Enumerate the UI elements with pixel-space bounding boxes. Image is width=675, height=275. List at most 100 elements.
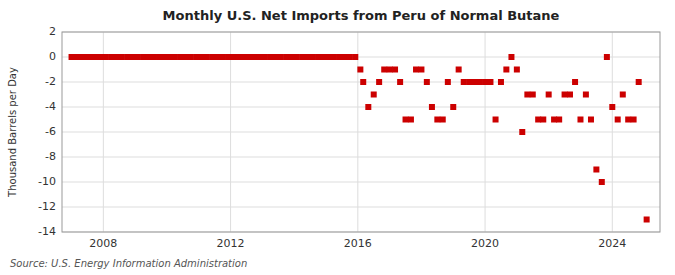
point (69, 54, 75, 60)
point (508, 54, 514, 60)
point (572, 79, 578, 85)
point (540, 117, 546, 123)
point (397, 79, 403, 85)
point (413, 67, 419, 73)
point (636, 79, 642, 85)
point (103, 54, 109, 60)
point (503, 67, 509, 73)
x-tick-label: 2024 (598, 237, 626, 250)
point (477, 79, 483, 85)
chart: 20-2-4-6-8-10-12-1420082012201620202024T… (0, 0, 675, 275)
point (135, 54, 141, 60)
point (381, 67, 387, 73)
point (278, 54, 284, 60)
point (108, 54, 114, 60)
y-tick-label: -4 (45, 100, 56, 113)
point (204, 54, 210, 60)
x-tick-label: 2020 (471, 237, 499, 250)
point (283, 54, 289, 60)
y-grid-line (62, 107, 660, 108)
point (418, 67, 424, 73)
x-grid-line (103, 32, 104, 232)
point (493, 117, 499, 123)
point (466, 79, 472, 85)
y-axis-label: Thousand Barrels per Day (7, 67, 18, 198)
point (445, 79, 451, 85)
point (588, 117, 594, 123)
y-grid-line (62, 207, 660, 208)
point (498, 79, 504, 85)
point (556, 117, 562, 123)
point (371, 92, 377, 98)
point (408, 117, 414, 123)
point (246, 54, 252, 60)
source-note: Source: U.S. Energy Information Administ… (10, 258, 247, 269)
point (310, 54, 316, 60)
point (360, 79, 366, 85)
x-grid-line (612, 32, 613, 232)
y-tick-label: 2 (49, 25, 56, 38)
point (514, 67, 520, 73)
point (198, 54, 204, 60)
point (341, 54, 347, 60)
y-tick-label: -14 (38, 225, 56, 238)
y-tick-label: 0 (49, 50, 56, 63)
point (262, 54, 268, 60)
point (583, 92, 589, 98)
plot-frame (62, 32, 660, 232)
point (530, 92, 536, 98)
point (365, 104, 371, 110)
point (230, 54, 236, 60)
point (519, 129, 525, 135)
point (450, 104, 456, 110)
point (294, 54, 300, 60)
point (167, 54, 173, 60)
point (236, 54, 242, 60)
x-grid-line (357, 32, 358, 232)
x-grid-line (485, 32, 486, 232)
point (524, 92, 530, 98)
x-tick-label: 2008 (89, 237, 117, 250)
point (315, 54, 321, 60)
grid (62, 32, 660, 232)
point (76, 54, 82, 60)
point (188, 54, 194, 60)
point (326, 54, 332, 60)
x-tick-label: 2012 (217, 237, 245, 250)
point (567, 92, 573, 98)
point (267, 54, 273, 60)
y-tick-label: -2 (45, 75, 56, 88)
point (87, 54, 93, 60)
y-grid-line (62, 182, 660, 183)
point (352, 54, 358, 60)
point (593, 167, 599, 173)
point (482, 79, 488, 85)
point (124, 54, 130, 60)
title: Monthly U.S. Net Imports from Peru of No… (163, 8, 560, 23)
point (214, 54, 220, 60)
point (392, 67, 398, 73)
point (387, 67, 393, 73)
point (403, 117, 409, 123)
point (546, 92, 552, 98)
point (119, 54, 125, 60)
point (299, 54, 305, 60)
point (631, 117, 637, 123)
point (172, 54, 178, 60)
point (156, 54, 162, 60)
y-tick-label: -12 (38, 200, 56, 213)
point (251, 54, 257, 60)
point (92, 54, 98, 60)
point (609, 104, 615, 110)
y-tick-label: -6 (45, 125, 56, 138)
point (625, 117, 631, 123)
x-grid-line (230, 32, 231, 232)
point (151, 54, 157, 60)
point (429, 104, 435, 110)
y-grid-line (62, 132, 660, 133)
point (220, 54, 226, 60)
point (434, 117, 440, 123)
point (331, 54, 337, 60)
point (599, 179, 605, 185)
point (140, 54, 146, 60)
